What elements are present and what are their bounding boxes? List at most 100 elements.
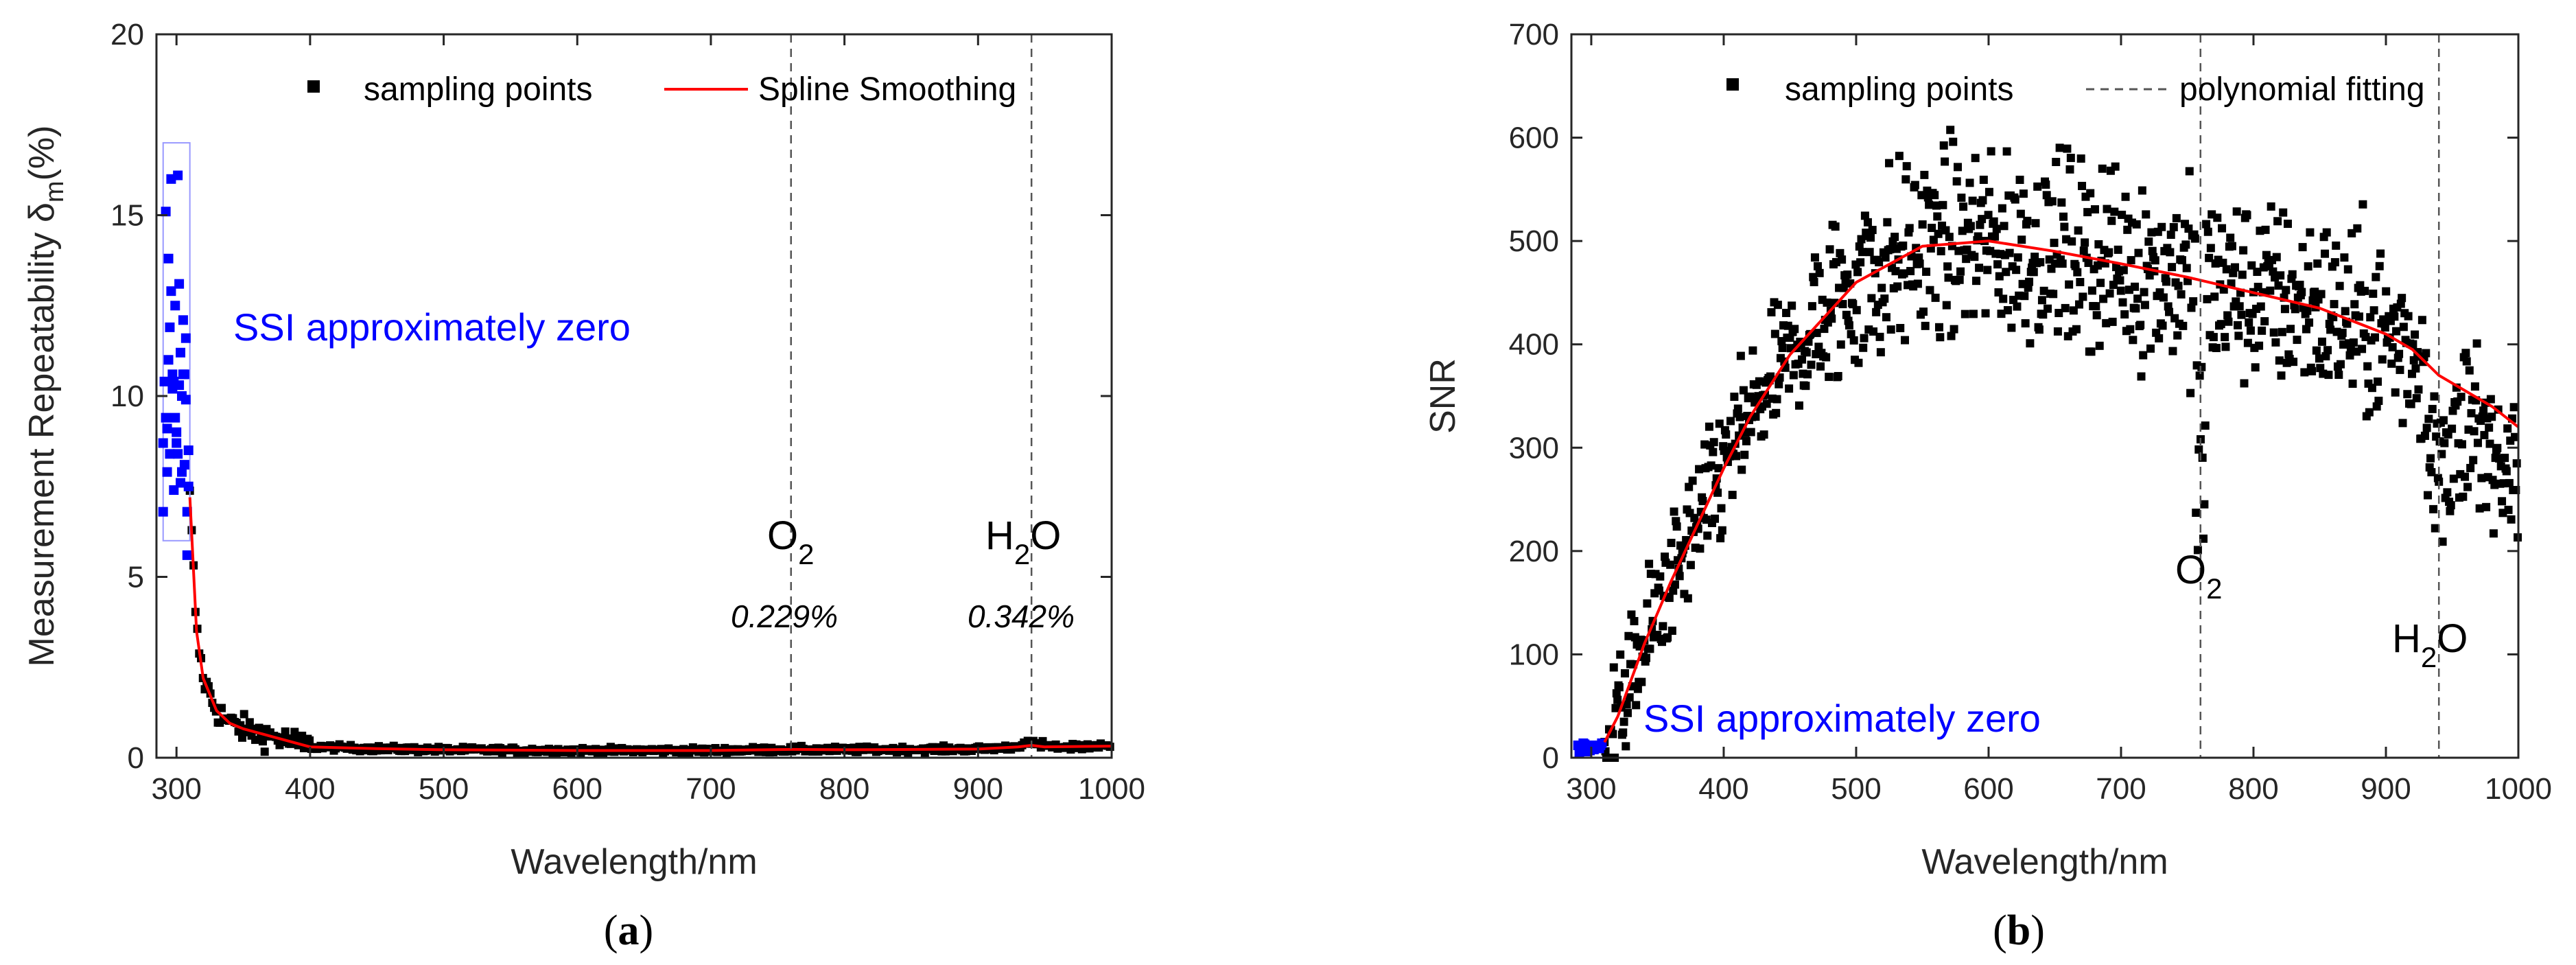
y-axis-label-a-main: Measurement Repeatability δ xyxy=(22,202,62,666)
sample-point xyxy=(2087,286,2096,295)
sample-point xyxy=(2201,421,2210,430)
sample-point xyxy=(1718,526,1726,535)
x-tick-label: 700 xyxy=(2096,772,2146,806)
sample-point xyxy=(2348,380,2357,388)
sample-point xyxy=(1933,212,1942,221)
sample-point xyxy=(2392,327,2401,336)
sample-point xyxy=(1941,157,1949,166)
x-ticks-b: 300 400 500 600 700 800 900 1000 xyxy=(1566,34,2552,806)
sample-point xyxy=(1633,684,1642,693)
sample-point xyxy=(2168,263,2177,272)
sample-point xyxy=(2355,312,2364,321)
sample-point xyxy=(1875,332,1884,341)
x-axis-label-b: Wavelength/nm xyxy=(1921,842,2168,882)
sample-point xyxy=(2060,222,2069,231)
sample-point xyxy=(2139,351,2148,360)
sample-point xyxy=(1726,417,1735,426)
sample-point xyxy=(2118,298,2127,307)
sample-point xyxy=(2358,345,2367,353)
sample-point xyxy=(2317,290,2326,299)
sample-point xyxy=(2000,222,2009,231)
sample-point xyxy=(1975,264,1984,272)
sample-point xyxy=(1683,594,1692,603)
sample-point xyxy=(2266,286,2275,295)
sample-point xyxy=(2234,332,2243,340)
sample-point xyxy=(1770,329,1779,338)
sample-point xyxy=(1705,422,1713,431)
sample-point xyxy=(1863,218,1872,226)
y-tick-label: 400 xyxy=(1509,328,1559,362)
sample-point xyxy=(1881,253,1890,262)
sample-point xyxy=(1666,560,1675,569)
sample-point xyxy=(1722,430,1731,439)
sample-point xyxy=(2243,338,2252,347)
sample-point xyxy=(2258,326,2267,335)
sample-point xyxy=(2003,306,2012,315)
y-ticks-b: 0 100 200 300 400 500 600 700 xyxy=(1509,18,2518,775)
sample-point xyxy=(2068,237,2076,246)
sample-point xyxy=(1899,269,1908,278)
sample-point xyxy=(2140,288,2148,297)
sample-point xyxy=(1778,343,1787,352)
y-tick-label: 700 xyxy=(1509,18,1559,51)
sample-point xyxy=(1810,278,1818,287)
sample-point xyxy=(2423,491,2432,500)
o2-label-b-sub: 2 xyxy=(2206,572,2222,605)
sample-point xyxy=(2144,237,2153,246)
legend-label-line-b: polynomial fitting xyxy=(2179,71,2425,108)
ssi-point xyxy=(166,286,176,297)
sample-point xyxy=(2087,347,2096,356)
sample-point xyxy=(2404,312,2413,321)
sample-point xyxy=(1711,514,1720,523)
sample-point xyxy=(1875,258,1884,267)
h2o-label-b: H2O xyxy=(2392,616,2468,673)
sample-point xyxy=(2182,264,2191,272)
y-axis-label-a: Measurement Repeatability δm(%) xyxy=(22,126,69,667)
sample-point xyxy=(1852,305,1861,314)
panel-a: 300 400 500 600 700 800 900 1000 0 5 10 15 20 sampl… xyxy=(22,18,1145,954)
ssi-point xyxy=(1574,747,1584,758)
sample-point xyxy=(1947,332,1956,340)
panel-letter-b: b xyxy=(2007,907,2030,954)
h2o-label-a-main: H xyxy=(985,513,1014,558)
sample-point xyxy=(1622,700,1631,709)
x-tick-label: 900 xyxy=(953,772,1003,806)
h2o-label-b-main: H xyxy=(2392,616,2421,661)
sample-point xyxy=(1939,200,1947,209)
sample-point xyxy=(2096,279,2105,288)
sample-point xyxy=(1956,267,1965,276)
sample-point xyxy=(1785,384,1794,393)
sample-point xyxy=(1983,266,1992,275)
polynomial-curve-b xyxy=(1603,240,2520,743)
sample-point xyxy=(2428,404,2437,413)
sample-point xyxy=(2063,144,2072,153)
x-ticks-a: 300 400 500 600 700 800 900 1000 xyxy=(151,34,1145,806)
sample-point xyxy=(2395,349,2404,358)
sample-point xyxy=(2059,212,2068,221)
sample-point xyxy=(2426,454,2435,463)
ssi-point xyxy=(163,355,174,365)
sample-point xyxy=(2502,467,2511,476)
sample-point xyxy=(2210,292,2219,301)
ssi-point xyxy=(167,369,178,380)
sample-point xyxy=(2272,253,2281,261)
sample-point xyxy=(1742,437,1750,445)
sample-point xyxy=(2011,195,2019,204)
sample-point xyxy=(2369,306,2378,315)
sample-point xyxy=(2193,546,2202,555)
sample-point xyxy=(2126,325,2135,334)
sample-point xyxy=(1667,539,1676,548)
sample-point xyxy=(2324,371,2333,380)
sample-point xyxy=(2002,147,2011,156)
sample-point xyxy=(1728,491,1737,500)
sample-point xyxy=(2076,278,2085,287)
sample-point xyxy=(1979,175,1988,184)
ssi-point xyxy=(170,301,180,311)
sample-point xyxy=(1998,204,2006,213)
sample-point xyxy=(1974,232,1982,241)
sample-point xyxy=(2026,339,2035,348)
sample-point xyxy=(2044,304,2052,313)
sample-point xyxy=(2029,268,2038,277)
sample-point xyxy=(2013,253,2022,262)
ssi-point xyxy=(173,449,183,459)
